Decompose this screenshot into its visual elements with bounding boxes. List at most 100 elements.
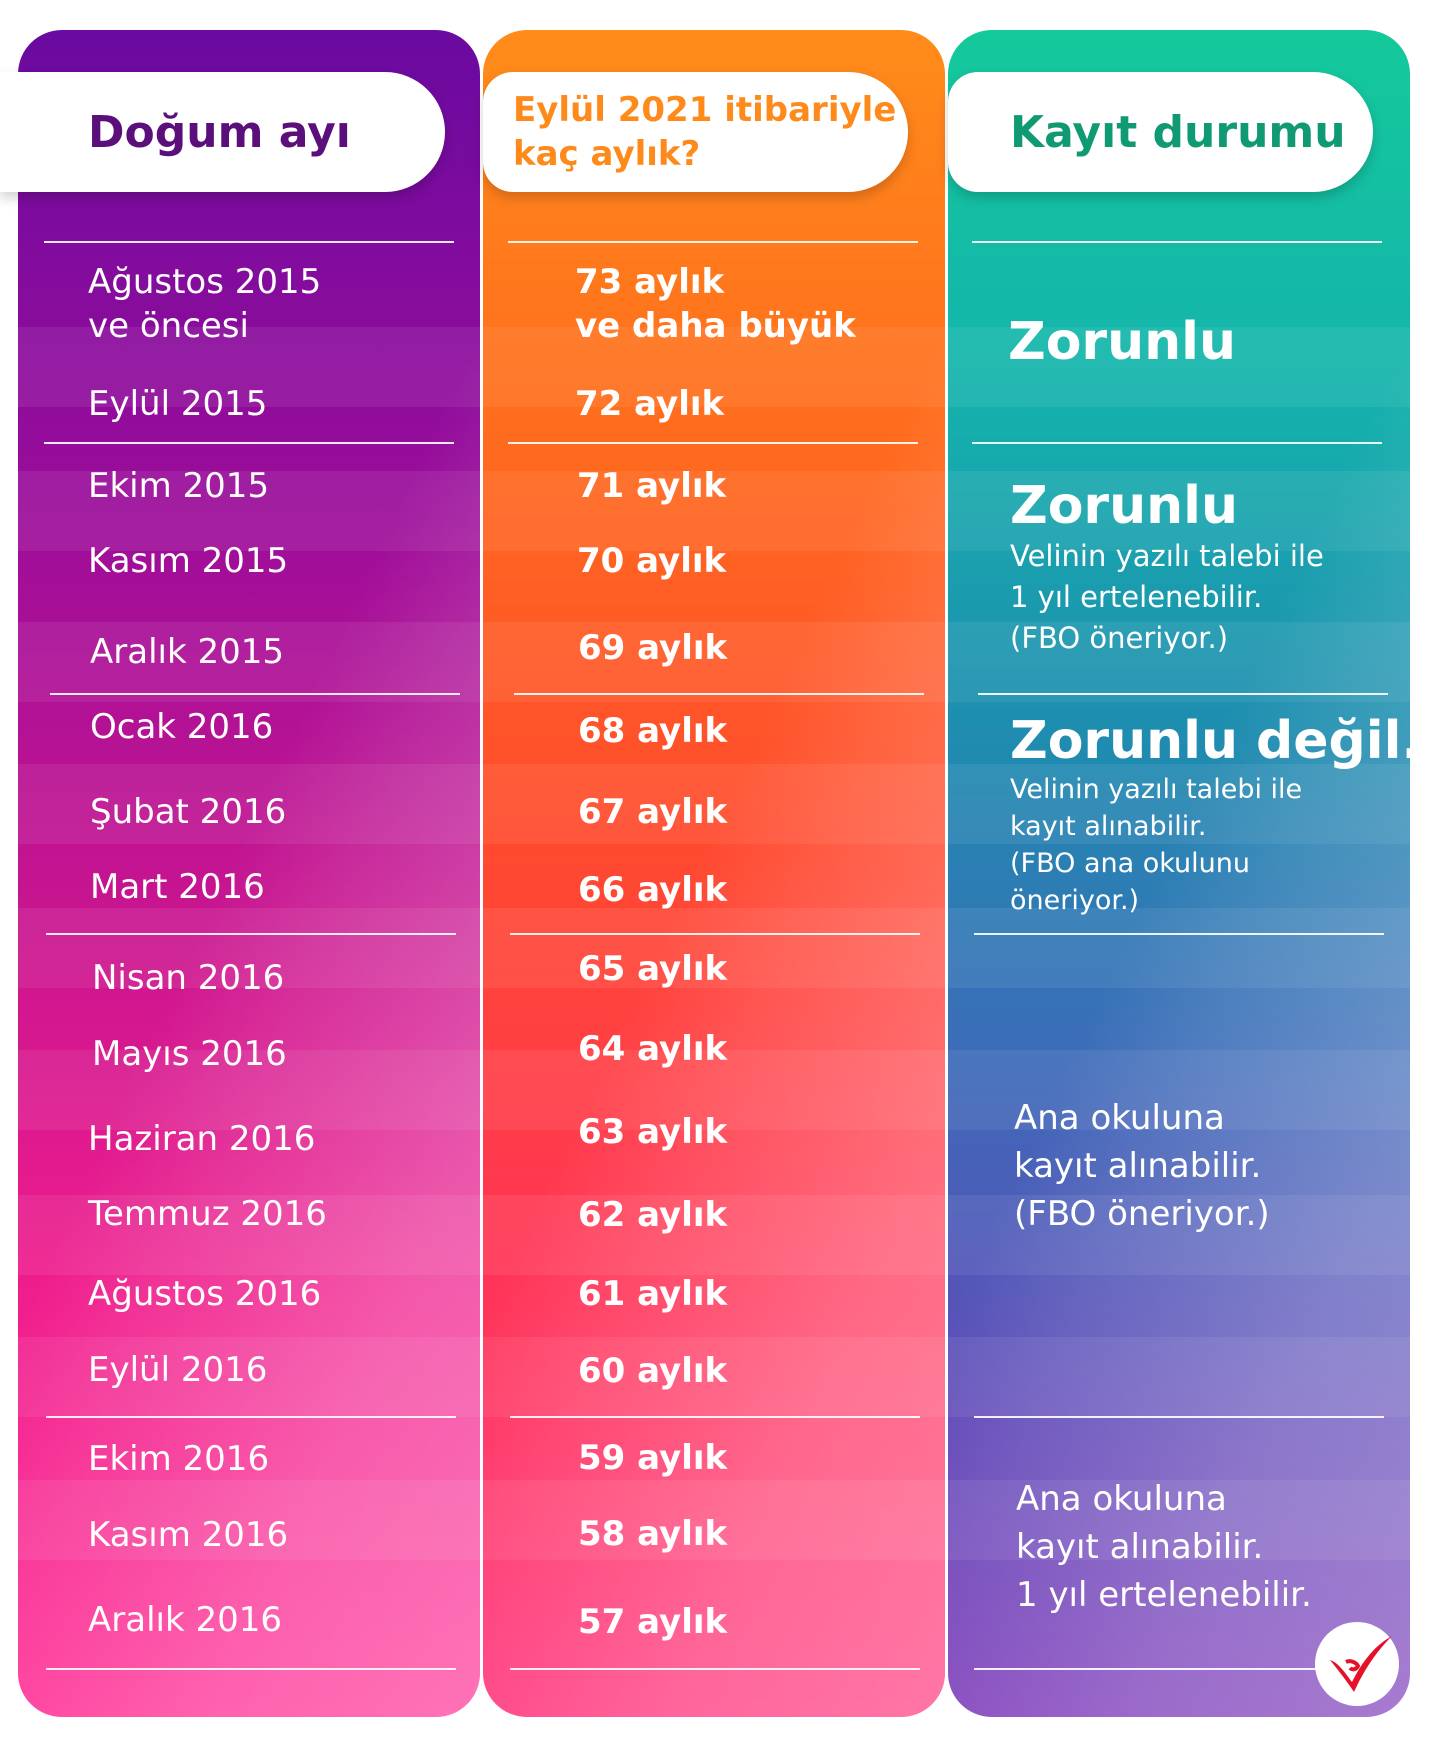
birth-month-line: Ağustos 2015 [88,262,322,302]
age-label: 64 aylık [578,1029,728,1069]
birth-month-label: Eylül 2016 [88,1350,268,1390]
divider [508,241,918,243]
age-label: 68 aylık [578,711,728,751]
row-band [483,1050,945,1130]
row-band [948,764,1410,844]
status-line: 1 yıl ertelenebilir. [1016,1575,1312,1615]
row-band [18,1195,480,1275]
divider [46,1668,456,1670]
status-line: Velinin yazılı talebi ile [1010,774,1303,805]
row-band [483,764,945,844]
age-label: 60 aylık [578,1351,728,1391]
row-band [18,622,480,702]
birth-month-header-label: Doğum ayı [88,106,351,158]
birth-month-label: Ağustos 2016 [88,1274,322,1314]
row-band [948,327,1410,407]
divider [510,933,920,935]
birth-month-label: Mart 2016 [90,867,265,907]
row-band [18,471,480,551]
age-label: 63 aylık [578,1112,728,1152]
birth-month-label: Haziran 2016 [88,1119,316,1159]
age-label: 59 aylık [578,1438,728,1478]
status-group-2: Zorunlu Velinin yazılı talebi ile 1 yıl … [1010,476,1324,659]
birth-month-label: Nisan 2016 [92,958,285,998]
divider [44,241,454,243]
row-band [18,1480,480,1560]
birth-month-header: Doğum ayı [0,72,445,192]
divider [972,241,1382,243]
age-label: 57 aylık [578,1602,728,1642]
divider [46,1416,456,1418]
age-line: ve daha büyük [575,306,856,346]
birth-month-label: Şubat 2016 [90,792,287,832]
birth-month-label: Kasım 2015 [88,541,289,581]
divider [514,693,924,695]
row-band [18,908,480,988]
status-line: kayıt alınabilir. [1014,1146,1262,1186]
birth-month-line: ve öncesi [88,306,249,346]
age-header-line2: kaç aylık? [513,134,701,174]
row-band [483,1337,945,1417]
divider [510,1668,920,1670]
row-band [948,1050,1410,1130]
status-line: (FBO öneriyor.) [1014,1194,1270,1234]
row-band [483,471,945,551]
row-band [483,622,945,702]
birth-month-label: Aralık 2015 [90,632,284,672]
birth-month-label: Temmuz 2016 [88,1194,327,1234]
row-band [483,908,945,988]
divider [50,693,460,695]
birth-month-label: Ocak 2016 [90,707,274,747]
age-label: 72 aylık [575,384,725,424]
birth-month-label: Eylül 2015 [88,384,268,424]
birth-month-label: Mayıs 2016 [92,1034,287,1074]
divider [974,1668,1384,1670]
birth-month-label: Aralık 2016 [88,1600,282,1640]
age-label: 73 aylık ve daha büyük [575,260,856,348]
age-header-label: Eylül 2021 itibariyle kaç aylık? [513,88,896,176]
age-label: 65 aylık [578,949,728,989]
divider [972,442,1382,444]
age-label: 67 aylık [578,792,728,832]
status-line: Ana okuluna [1014,1098,1225,1138]
row-band [948,1195,1410,1275]
age-label: 71 aylık [577,466,727,506]
status-line: (FBO ana okulunu [1010,848,1251,879]
birth-month-label: Ekim 2015 [88,466,270,506]
row-band [948,471,1410,551]
status-group-3: Zorunlu değil. Velinin yazılı talebi ile… [1010,711,1421,919]
row-band [483,327,945,407]
status-line: (FBO öneriyor.) [1010,621,1229,655]
checkmark-logo-icon [1312,1618,1402,1708]
age-line: 73 aylık [575,262,725,302]
divider [974,1416,1384,1418]
status-line: kayıt alınabilir. [1016,1527,1264,1567]
status-title: Zorunlu değil. [1010,711,1422,771]
status-line: kayıt alınabilir. [1010,811,1207,842]
birth-month-label: Kasım 2016 [88,1515,289,1555]
row-band [948,1337,1410,1417]
birth-month-label: Ağustos 2015 ve öncesi [88,260,321,348]
status-header-label: Kayıt durumu [1010,106,1346,158]
status-line: Velinin yazılı talebi ile [1010,539,1324,573]
row-band [483,1195,945,1275]
age-label: 69 aylık [578,628,728,668]
age-label: 61 aylık [578,1274,728,1314]
row-band [18,1050,480,1130]
status-header: Kayıt durumu [948,72,1373,192]
row-band [18,327,480,407]
divider [508,442,918,444]
status-line: 1 yıl ertelenebilir. [1010,580,1263,614]
row-band [948,622,1410,702]
age-label: 66 aylık [578,870,728,910]
status-group-4: Ana okuluna kayıt alınabilir. (FBO öneri… [1014,1094,1270,1238]
status-title: Zorunlu [1010,476,1238,536]
row-band [483,1480,945,1560]
status-title: Zorunlu [1008,312,1236,372]
row-band [948,1480,1410,1560]
age-header: Eylül 2021 itibariyle kaç aylık? [483,72,908,192]
status-group-5: Ana okuluna kayıt alınabilir. 1 yıl erte… [1016,1475,1312,1619]
row-band [18,1337,480,1417]
age-label: 58 aylık [578,1514,728,1554]
divider [44,442,454,444]
